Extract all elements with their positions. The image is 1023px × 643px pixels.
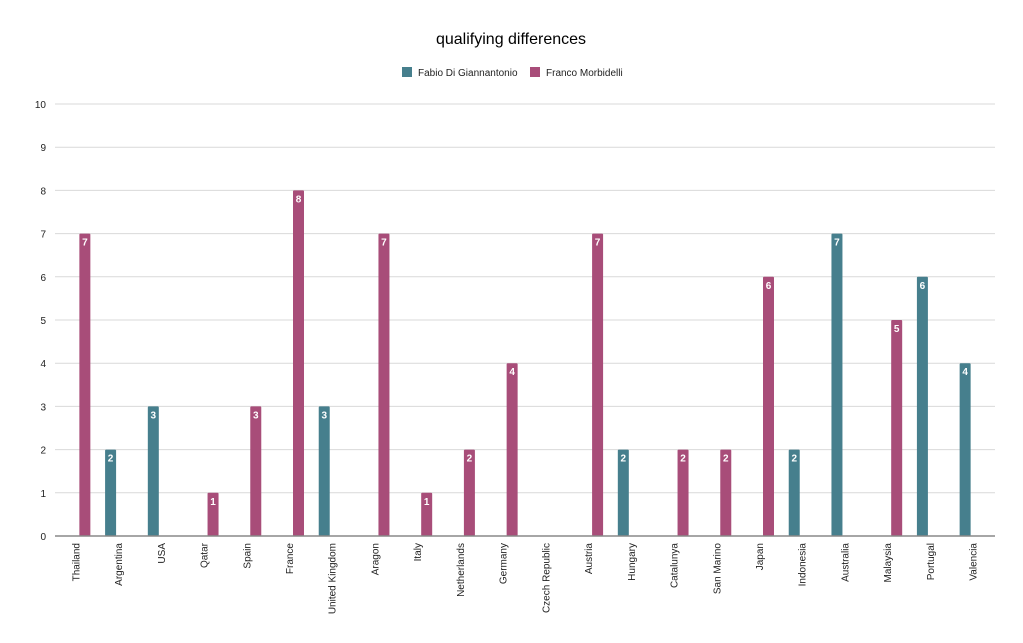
gridlines [55, 103, 995, 494]
x-tick-label: Qatar [200, 542, 211, 568]
y-tick-label: 2 [40, 446, 46, 457]
data-label: 2 [621, 454, 627, 465]
x-tick-label: Aragon [370, 543, 381, 575]
legend-label: Fabio Di Giannantonio [418, 68, 518, 79]
x-tick-label: Hungary [627, 543, 638, 581]
data-label: 2 [723, 454, 729, 465]
x-tick-label: San Marino [712, 543, 723, 595]
data-label: 4 [962, 367, 968, 378]
data-label: 5 [894, 324, 900, 335]
data-label: 8 [296, 194, 302, 205]
bar [378, 233, 390, 536]
bar [105, 449, 117, 536]
bar [959, 363, 971, 536]
bar [506, 363, 518, 536]
legend: Fabio Di Giannantonio Franco Morbidelli [402, 67, 623, 79]
legend-label: Franco Morbidelli [546, 68, 623, 79]
bar [250, 406, 262, 536]
data-label: 3 [321, 410, 327, 421]
x-tick-label: Czech Republic [541, 543, 552, 613]
bar [617, 449, 629, 536]
data-label: 4 [509, 367, 515, 378]
x-tick-label: France [285, 543, 296, 575]
data-label: 7 [82, 238, 88, 249]
x-tick-label: Netherlands [456, 543, 467, 597]
bar [763, 276, 774, 536]
y-tick-label: 10 [35, 100, 47, 111]
x-axis-ticks: Thailand Argentina USA Qatar Spain France Unit… [71, 542, 979, 614]
data-label: 6 [920, 281, 926, 292]
data-label: 7 [834, 238, 840, 249]
data-label: 6 [766, 281, 772, 292]
data-label: 2 [680, 454, 686, 465]
x-tick-label: Spain [242, 543, 253, 569]
x-tick-label: Italy [413, 543, 424, 561]
bar [293, 190, 304, 536]
y-tick-label: 3 [40, 402, 46, 413]
x-tick-label: Valencia [969, 543, 980, 581]
bar [592, 233, 604, 536]
x-tick-label: Indonesia [798, 543, 809, 587]
legend-swatch [402, 67, 412, 77]
bar [207, 492, 219, 536]
bar [891, 320, 903, 536]
bar [463, 449, 475, 536]
x-tick-label: United Kingdom [328, 543, 339, 614]
data-label: 3 [151, 410, 157, 421]
y-tick-label: 5 [40, 316, 46, 327]
bar [318, 406, 330, 536]
legend-swatch [530, 67, 540, 77]
x-tick-label: Argentina [114, 543, 125, 586]
y-axis-ticks: 0 1 2 3 4 5 6 7 8 9 10 [35, 100, 47, 543]
y-tick-label: 4 [40, 359, 46, 370]
y-tick-label: 9 [40, 143, 46, 154]
bar [788, 449, 800, 536]
data-label: 3 [253, 410, 259, 421]
x-tick-label: Germany [499, 543, 510, 584]
data-label: 2 [791, 454, 797, 465]
bar [916, 276, 928, 536]
x-tick-label: Australia [840, 543, 851, 582]
bar [831, 233, 843, 536]
y-tick-label: 6 [40, 273, 46, 284]
data-label: 7 [595, 238, 601, 249]
bar [421, 492, 433, 536]
data-label: 1 [210, 497, 216, 508]
y-tick-label: 1 [40, 489, 46, 500]
data-label: 2 [467, 454, 473, 465]
bar [79, 233, 91, 536]
y-tick-label: 7 [40, 230, 46, 241]
x-tick-label: Japan [755, 543, 766, 570]
x-tick-label: Thailand [71, 543, 82, 581]
bar [147, 406, 159, 536]
y-tick-label: 8 [40, 186, 46, 197]
x-tick-label: Portugal [926, 543, 937, 580]
data-label: 2 [108, 454, 114, 465]
data-label: 7 [381, 238, 387, 249]
x-tick-label: USA [157, 543, 168, 564]
data-label: 1 [424, 497, 430, 508]
x-tick-label: Austria [584, 543, 595, 575]
chart-title: qualifying differences [436, 31, 586, 48]
x-tick-label: Malaysia [883, 543, 894, 583]
bar [677, 449, 689, 536]
y-tick-label: 0 [40, 532, 46, 543]
bar [720, 449, 732, 536]
x-tick-label: Catalunya [670, 543, 681, 588]
